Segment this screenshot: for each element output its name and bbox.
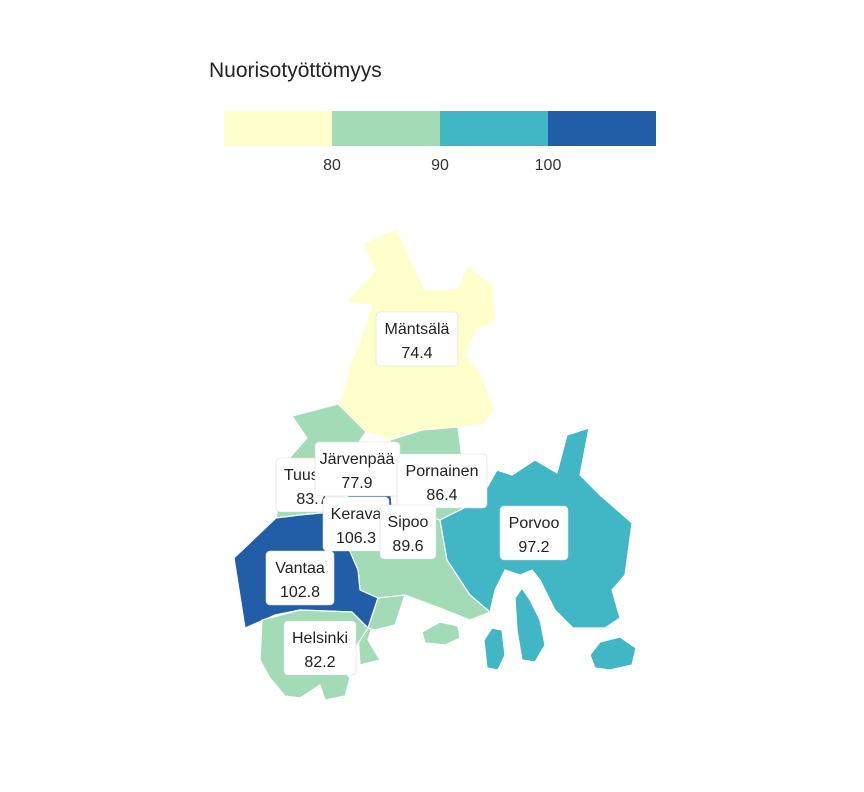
region-porvoo-island-1[interactable] — [483, 627, 506, 671]
label-mantsala-name: Mäntsälä — [385, 321, 450, 338]
legend-bin-2 — [332, 111, 440, 146]
label-sipoo: Sipoo 89.6 — [379, 504, 437, 560]
label-jarvenpaa: Järvenpää 77.9 — [314, 441, 401, 497]
legend-tick-100: 100 — [535, 157, 562, 174]
label-vantaa-value: 102.8 — [280, 584, 320, 601]
legend-tick-80: 80 — [323, 157, 341, 174]
label-helsinki-name: Helsinki — [292, 630, 348, 647]
label-kerava: Kerava 106.3 — [322, 496, 390, 552]
label-sipoo-value: 89.6 — [392, 538, 423, 555]
region-porvoo-island-3[interactable] — [589, 636, 637, 671]
legend-bin-4 — [548, 111, 656, 146]
region-porvoo-island-2[interactable] — [514, 587, 546, 663]
legend-bin-1 — [224, 111, 332, 146]
label-porvoo: Porvoo 97.2 — [499, 505, 569, 561]
labels: Mäntsälä 74.4 Tuusula 83.7 Järvenpää 77.… — [265, 311, 569, 676]
region-helsinki-east[interactable] — [367, 594, 406, 631]
label-mantsala: Mäntsälä 74.4 — [375, 311, 459, 367]
label-vantaa-name: Vantaa — [275, 560, 325, 577]
label-pornainen-value: 86.4 — [426, 487, 457, 504]
label-kerava-name: Kerava — [331, 506, 382, 523]
label-jarvenpaa-name: Järvenpää — [320, 451, 395, 468]
label-sipoo-name: Sipoo — [388, 514, 429, 531]
label-mantsala-value: 74.4 — [401, 345, 432, 362]
label-helsinki: Helsinki 82.2 — [283, 620, 357, 676]
legend: Nuorisotyöttömyys 80 90 100 — [209, 59, 656, 174]
legend-title: Nuorisotyöttömyys — [209, 59, 382, 82]
label-vantaa: Vantaa 102.8 — [265, 550, 335, 606]
label-porvoo-name: Porvoo — [509, 515, 560, 532]
label-pornainen-name: Pornainen — [406, 463, 479, 480]
label-kerava-value: 106.3 — [336, 530, 376, 547]
label-pornainen: Pornainen 86.4 — [396, 453, 488, 509]
label-helsinki-value: 82.2 — [304, 654, 335, 671]
legend-bin-3 — [440, 111, 548, 146]
label-porvoo-value: 97.2 — [518, 539, 549, 556]
region-sipoo-island[interactable] — [421, 621, 461, 646]
label-jarvenpaa-value: 77.9 — [341, 475, 372, 492]
legend-tick-90: 90 — [431, 157, 449, 174]
